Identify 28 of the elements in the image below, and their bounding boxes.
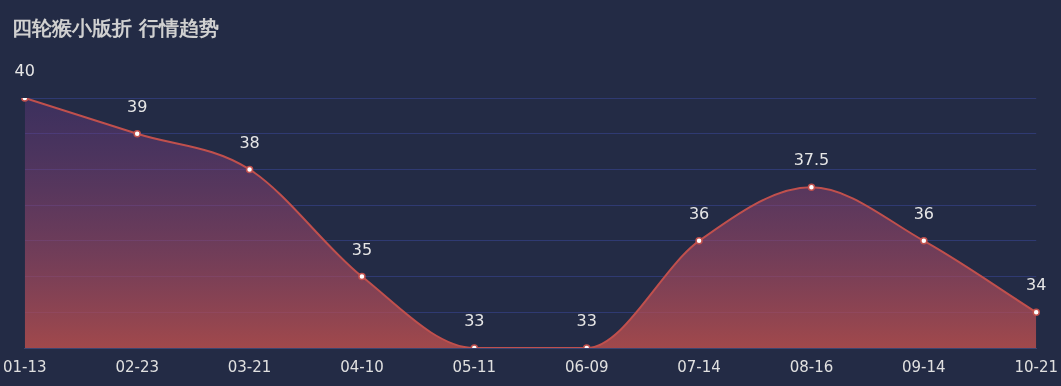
chart-title: 四轮猴小版折 行情趋势 — [12, 16, 219, 41]
x-tick-label: 08-16 — [789, 357, 834, 376]
x-tick-label: 10-21 — [1014, 357, 1058, 376]
data-label: 38 — [239, 132, 260, 152]
data-label: 34 — [1026, 275, 1047, 295]
point — [133, 129, 141, 138]
x-tick-label: 02-23 — [115, 357, 159, 376]
x-tick-label: 04-10 — [340, 357, 384, 376]
data-label: 40 — [14, 61, 35, 81]
x-tick-label: 06-09 — [564, 357, 609, 376]
data-label: 33 — [464, 311, 485, 331]
point — [920, 237, 928, 245]
point — [245, 165, 254, 174]
data-label: 36 — [913, 204, 935, 224]
point — [695, 237, 703, 245]
point — [807, 183, 816, 192]
data-label: 36 — [688, 204, 710, 224]
data-label: 37.5 — [793, 150, 830, 170]
data-label: 39 — [126, 96, 148, 116]
data-label: 35 — [351, 239, 373, 259]
x-tick-label: 01-13 — [3, 357, 47, 376]
x-tick-label: 05-11 — [452, 357, 497, 376]
x-tick-label: 09-14 — [902, 357, 946, 376]
point — [358, 272, 366, 281]
x-tick-label: 03-21 — [227, 357, 272, 376]
x-tick-label: 07-14 — [677, 357, 721, 376]
data-label: 33 — [576, 311, 597, 331]
point — [1032, 308, 1040, 317]
